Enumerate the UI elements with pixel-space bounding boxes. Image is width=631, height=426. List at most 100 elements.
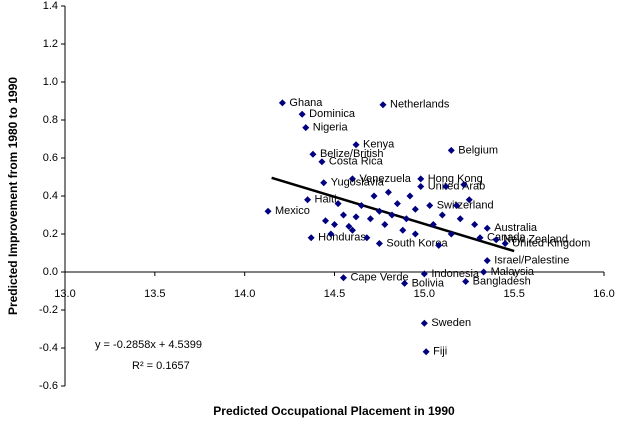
- point: [438, 211, 446, 219]
- point: [322, 217, 330, 225]
- point-label: Fiji: [433, 346, 447, 358]
- point-label: Dominica: [309, 108, 356, 120]
- y-tick-label: 0.8: [43, 114, 58, 126]
- point: [379, 101, 387, 109]
- point: [345, 222, 353, 230]
- point: [348, 226, 356, 234]
- point-label: Netherlands: [390, 99, 450, 111]
- point: [375, 240, 383, 247]
- y-tick-label: -0.6: [39, 380, 58, 392]
- point: [447, 230, 455, 238]
- point-label: Malaysia: [491, 266, 535, 278]
- point-label: Cape Verde: [350, 272, 408, 284]
- point: [375, 207, 383, 215]
- point: [381, 221, 389, 228]
- point: [453, 202, 461, 209]
- point: [388, 211, 396, 219]
- point: [307, 234, 315, 242]
- point: [465, 196, 473, 204]
- point: [401, 279, 409, 287]
- x-tick-label: 16.0: [593, 288, 614, 300]
- y-tick-label: 0.6: [43, 152, 58, 164]
- point: [331, 221, 338, 228]
- point-label: Bangladesh: [473, 275, 531, 287]
- point: [429, 221, 437, 228]
- point: [363, 234, 371, 242]
- point: [384, 188, 392, 196]
- point: [302, 124, 310, 132]
- point: [352, 213, 360, 221]
- point: [411, 230, 419, 238]
- point: [357, 202, 365, 209]
- point-label: Switzerland: [437, 199, 494, 211]
- point: [309, 150, 317, 158]
- point-label: Belgium: [458, 144, 498, 156]
- y-tick-label: 0.2: [43, 228, 58, 240]
- point: [399, 226, 407, 234]
- point: [417, 175, 425, 183]
- point: [442, 183, 450, 190]
- point-label: Honduras: [318, 232, 366, 244]
- point-label: Ghana: [289, 97, 323, 109]
- point-label: South Korea: [386, 237, 448, 249]
- x-axis-label: Predicted Occupational Placement in 1990: [213, 404, 455, 418]
- point: [417, 183, 425, 190]
- point: [422, 348, 430, 356]
- point-label: Belize/British: [320, 148, 384, 160]
- point: [483, 257, 491, 265]
- point-label: Hong Kong: [428, 173, 483, 185]
- point: [471, 221, 479, 228]
- point: [462, 278, 470, 285]
- y-tick-label: 1.4: [43, 0, 58, 12]
- x-tick-label: 13.5: [144, 288, 165, 300]
- y-tick-label: 1.2: [43, 38, 58, 50]
- point: [420, 270, 428, 278]
- point: [435, 241, 443, 249]
- point: [348, 175, 356, 183]
- point: [327, 230, 335, 238]
- point: [318, 158, 326, 166]
- point: [298, 110, 306, 118]
- point-label: Israel/Palestine: [494, 255, 569, 267]
- point-label: Haiti: [315, 194, 337, 206]
- point: [480, 268, 488, 276]
- point-label: Yugoslavia: [331, 177, 385, 189]
- point-label: Bolivia: [412, 277, 445, 289]
- point: [278, 99, 286, 107]
- point: [406, 192, 414, 200]
- x-tick-label: 13.0: [54, 288, 75, 300]
- point: [411, 205, 419, 213]
- point: [264, 207, 272, 215]
- point: [339, 211, 347, 219]
- point: [339, 274, 347, 282]
- point-label: Nigeria: [313, 122, 349, 134]
- point: [456, 215, 464, 223]
- point-label: Indonesia: [431, 268, 480, 280]
- y-tick-label: 0.0: [43, 266, 58, 278]
- x-tick-label: 15.0: [414, 288, 435, 300]
- x-tick-label: 14.5: [324, 288, 345, 300]
- y-tick-label: -0.4: [39, 342, 58, 354]
- point-label: Venezuela: [359, 173, 411, 185]
- point: [320, 179, 328, 187]
- point: [483, 224, 491, 232]
- x-tick-label: 15.5: [503, 288, 524, 300]
- point-label: Australia: [494, 222, 538, 234]
- equation: y = -0.2858x + 4.5399: [95, 339, 202, 351]
- point: [352, 141, 360, 149]
- point: [447, 146, 455, 154]
- r-squared: R² = 0.1657: [132, 360, 190, 372]
- point: [492, 236, 500, 244]
- point: [370, 192, 378, 200]
- point: [460, 181, 468, 189]
- y-tick-label: -0.2: [39, 304, 58, 316]
- point: [426, 202, 434, 209]
- point-label: Kenya: [363, 139, 395, 151]
- point-label: United Arab: [428, 180, 485, 192]
- point: [402, 215, 410, 223]
- point-label: Mexico: [275, 205, 310, 217]
- y-tick-label: 0.4: [43, 190, 58, 202]
- point: [393, 200, 401, 208]
- point-label: Sweden: [431, 317, 471, 329]
